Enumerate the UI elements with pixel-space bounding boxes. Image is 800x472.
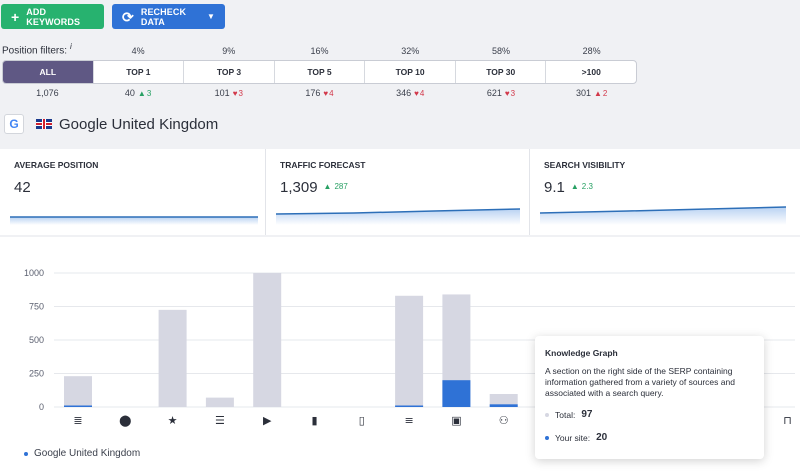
arrow-down-icon: ♥: [414, 89, 419, 98]
bar-site[interactable]: [489, 404, 518, 407]
tooltip-title: Knowledge Graph: [545, 348, 618, 358]
y-tick-label: 1000: [24, 268, 44, 278]
tooltip-description: A section on the right side of the SERP …: [545, 366, 735, 398]
bar-site[interactable]: [64, 405, 92, 408]
y-tick-label: 750: [29, 302, 44, 312]
sparkline: [10, 216, 258, 225]
filter-tab-over100[interactable]: >100: [545, 61, 636, 83]
bar-site[interactable]: [442, 380, 471, 407]
featured-snippet-icon[interactable]: ≣: [73, 414, 82, 427]
news-icon[interactable]: ☰: [215, 414, 225, 427]
filter-count: 301 ▲2: [575, 88, 608, 98]
filter-tab-top10[interactable]: TOP 10: [364, 61, 455, 83]
card-title: TRAFFIC FORECAST: [280, 160, 366, 170]
uk-flag-icon: [36, 119, 52, 129]
filter-count-row: 1,076 40 ▲3 101 ♥3 176 ♥4 346 ♥4 621 ♥3 301 ▲2: [2, 88, 637, 98]
arrow-down-icon: ♥: [323, 89, 329, 98]
y-tick-label: 0: [39, 402, 44, 412]
video-icon[interactable]: ▶: [263, 414, 272, 427]
trend-up-icon: ▲: [323, 182, 332, 191]
filter-pct: 28%: [582, 46, 601, 56]
image-icon[interactable]: ▣: [451, 414, 461, 427]
arrow-down-icon: ♥: [232, 89, 238, 98]
traffic-forecast-card[interactable]: TRAFFIC FORECAST 1,309 ▲ 287: [266, 149, 530, 235]
card-value: 9.1 ▲ 2.3: [544, 179, 593, 196]
recheck-data-button[interactable]: ⟳ RECHECK DATA ▼: [112, 4, 225, 29]
filter-pct: [2, 46, 93, 56]
legend-dot-icon: [24, 451, 28, 456]
filter-tab-top1[interactable]: TOP 1: [92, 61, 184, 83]
filter-tab-top5[interactable]: TOP 5: [273, 61, 365, 83]
filter-tab-top30[interactable]: TOP 30: [454, 61, 546, 83]
arrow-down-icon: ▲: [594, 89, 602, 98]
plus-icon: +: [11, 8, 20, 25]
filter-count: 40 ▲3: [124, 88, 152, 98]
filter-pct: 16%: [310, 46, 329, 56]
filter-pct: 4%: [131, 46, 145, 56]
reviews-icon[interactable]: ★: [168, 414, 178, 427]
add-keywords-button[interactable]: + ADD KEYWORDS: [1, 4, 104, 29]
bar-total[interactable]: [253, 273, 282, 407]
y-tick-label: 500: [29, 335, 44, 345]
images-strip-icon[interactable]: ▯: [359, 414, 365, 427]
filter-tab-top3[interactable]: TOP 3: [183, 61, 274, 83]
card-title: SEARCH VISIBILITY: [544, 160, 626, 170]
refresh-icon: ⟳: [122, 8, 134, 25]
y-tick-label: 250: [29, 369, 44, 379]
filter-tab-all[interactable]: ALL: [3, 61, 93, 83]
carousel-icon[interactable]: ▮: [311, 414, 317, 427]
filter-percent-row: 4% 9% 16% 32% 58% 28%: [2, 46, 637, 56]
sparkline: [539, 206, 787, 225]
local-pack-icon[interactable]: ⬤: [119, 414, 131, 427]
bar-total[interactable]: [489, 394, 518, 407]
sparkline: [275, 208, 521, 225]
chevron-down-icon: ▼: [206, 12, 215, 21]
card-title: AVERAGE POSITION: [14, 160, 99, 170]
filter-pct: 32%: [401, 46, 420, 56]
hotel-icon[interactable]: ⊓: [783, 414, 792, 427]
position-filters-label: Position filters: i: [2, 42, 72, 57]
info-icon[interactable]: i: [70, 42, 72, 51]
search-engine-header: G Google United Kingdom: [4, 114, 218, 134]
legend-label: Google United Kingdom: [34, 448, 141, 459]
google-logo-icon[interactable]: G: [4, 114, 24, 134]
filter-count: 101 ♥3: [214, 88, 243, 98]
knowledge-graph-icon[interactable]: ⚇: [499, 414, 509, 427]
filter-count: 1,076: [36, 88, 59, 98]
bar-total[interactable]: [158, 309, 187, 407]
list-icon[interactable]: ≡: [404, 414, 413, 427]
filter-count: 176 ♥4: [305, 88, 334, 98]
search-visibility-card[interactable]: SEARCH VISIBILITY 9.1 ▲ 2.3: [530, 149, 800, 235]
tooltip-total: Total: 97: [545, 409, 754, 420]
bar-total[interactable]: [205, 397, 234, 407]
add-keywords-label: ADD KEYWORDS: [26, 6, 81, 27]
search-engine-title: Google United Kingdom: [59, 115, 219, 133]
arrow-down-icon: ♥: [504, 89, 510, 98]
site-dot-icon: [545, 435, 549, 440]
filter-pct: 9%: [222, 46, 236, 56]
card-value: 42: [14, 179, 31, 196]
total-dot-icon: [545, 412, 549, 417]
arrow-up-icon: ▲: [137, 89, 146, 98]
average-position-card[interactable]: AVERAGE POSITION 42: [0, 149, 266, 235]
position-filter-tabs: ALL TOP 1 TOP 3 TOP 5 TOP 10 TOP 30 >100: [2, 60, 637, 84]
filter-count: 621 ♥3: [486, 88, 516, 98]
chart-legend[interactable]: Google United Kingdom: [24, 448, 140, 459]
summary-cards: AVERAGE POSITION 42 TRAFFIC FORECAST 1,3…: [0, 149, 800, 235]
bar-site[interactable]: [395, 405, 424, 408]
bar-total[interactable]: [395, 295, 424, 407]
card-value: 1,309 ▲ 287: [280, 179, 348, 196]
recheck-data-label: RECHECK DATA: [140, 6, 187, 27]
tooltip-site: Your site: 20: [545, 432, 754, 443]
filter-pct: 58%: [491, 46, 510, 56]
bar-chart: 0 250 500 750 1000 ≣ ⬤ ★ ☰ ▶ ▮ ▯ ≡ ▣ ⚇ ⊓: [24, 268, 795, 427]
bar-total[interactable]: [64, 376, 92, 407]
filter-count: 346 ♥4: [396, 88, 425, 98]
trend-up-icon: ▲: [570, 182, 579, 191]
chart-tooltip: Knowledge Graph A section on the right s…: [535, 336, 764, 459]
